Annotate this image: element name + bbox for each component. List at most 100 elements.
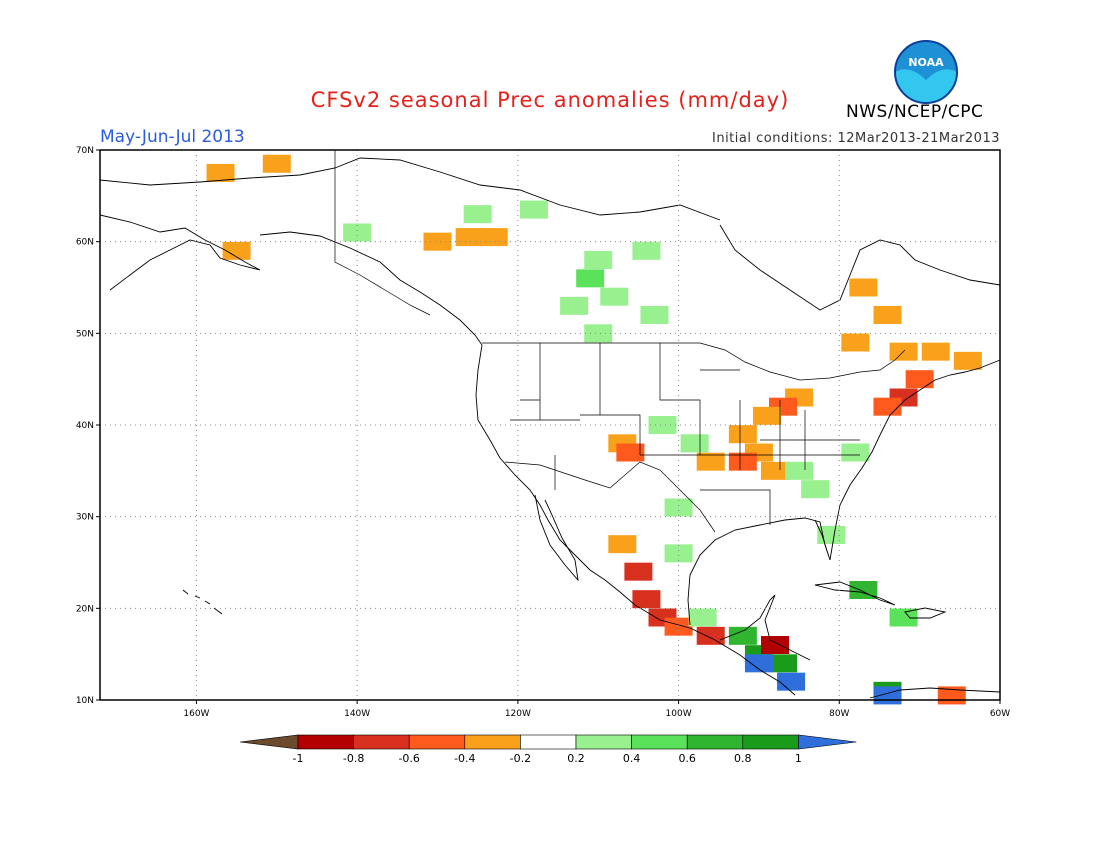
anomaly-cell — [640, 306, 669, 324]
colorbar-label: 1 — [795, 752, 802, 765]
anomaly-cell — [761, 636, 789, 654]
pacific-coast — [475, 344, 796, 696]
anomaly-cell — [664, 617, 693, 636]
lat-lon-grid — [100, 150, 1000, 700]
noaa-logo-text: NOAA — [908, 56, 944, 69]
colorbar-segment — [353, 734, 410, 750]
lat-tick-label: 50N — [76, 329, 94, 339]
map-title: CFSv2 seasonal Prec anomalies (mm/day) — [310, 88, 790, 112]
anomaly-cell — [728, 626, 757, 645]
anomaly-cell — [849, 581, 878, 599]
alaska-gulf-coast — [259, 231, 483, 346]
anomaly-cell — [953, 351, 982, 370]
anomaly-cell — [873, 397, 902, 416]
lon-tick-label: 80W — [829, 709, 849, 719]
anomaly-cell — [576, 269, 605, 288]
south-america-coast — [869, 687, 1001, 699]
hispaniola — [904, 607, 947, 619]
anomaly-cell — [728, 452, 757, 471]
anomaly-cell — [519, 200, 548, 219]
us-mexico-border — [504, 461, 716, 533]
lon-tick-label: 60W — [990, 709, 1010, 719]
coastlines — [99, 157, 1001, 699]
initial-conditions: Initial conditions: 12Mar2013-21Mar2013 — [712, 131, 1000, 146]
alaska-canada-border — [334, 150, 431, 316]
gulf-of-mexico-coast — [687, 517, 831, 626]
anomaly-cell — [206, 163, 235, 182]
anomaly-cell — [777, 672, 806, 691]
colorbar-label: -1 — [293, 752, 304, 765]
anomaly-cell — [222, 241, 251, 260]
anomaly-cell — [608, 535, 637, 554]
lat-tick-label: 20N — [76, 604, 94, 614]
yucatan-coast — [719, 594, 811, 661]
anomaly-cell — [262, 154, 291, 173]
anomaly-cell — [584, 251, 613, 269]
colorbar-segment — [686, 734, 744, 750]
colorbar-segment — [742, 734, 799, 750]
arctic-coastline — [99, 157, 721, 221]
anomaly-cell — [455, 228, 484, 247]
anomaly-cell — [744, 654, 773, 673]
colorbar-arrow-right — [798, 734, 857, 750]
anomaly-cell — [849, 278, 878, 297]
lon-tick-label: 120W — [505, 709, 531, 719]
anomaly-cell — [785, 461, 814, 480]
colorbar-segment — [464, 734, 521, 750]
hawaii — [182, 589, 223, 615]
lat-tick-label: 10N — [76, 696, 94, 706]
anomaly-cell — [648, 416, 677, 434]
colorbar-label: -0.8 — [343, 752, 364, 765]
anomaly-cell — [696, 626, 725, 645]
forecast-period: May-Jun-Jul 2013 — [100, 127, 245, 147]
alaska-west-coast — [99, 214, 261, 291]
colorbar-segment — [575, 734, 632, 750]
anomaly-cell — [801, 480, 830, 499]
canada-us-border — [482, 342, 906, 381]
lat-tick-label: 70N — [76, 146, 94, 156]
colorbar-label: -0.4 — [454, 752, 475, 765]
anomaly-cell — [761, 461, 789, 480]
anomaly-cell — [841, 333, 870, 352]
anomaly-cell — [584, 324, 613, 343]
colorbar-label: -0.6 — [398, 752, 419, 765]
colorbar-label: 0.2 — [567, 752, 585, 765]
anomaly-cell — [873, 686, 902, 705]
anomaly-cell — [423, 232, 452, 251]
atlantic-coast — [829, 359, 1001, 561]
lat-tick-label: 30N — [76, 513, 94, 523]
colorbar: -1 -0.8 -0.6 -0.4 -0.2 0.2 0.4 0.6 0.8 1 — [239, 734, 857, 765]
colorbar-arrow-left — [239, 734, 299, 750]
anomaly-cell — [560, 296, 589, 315]
anomaly-cell — [873, 306, 902, 324]
colorbar-segment — [408, 734, 466, 750]
anomaly-cell — [696, 452, 725, 471]
anomaly-cell — [769, 654, 798, 673]
anomaly-cell — [688, 608, 717, 627]
anomaly-cell — [463, 205, 492, 224]
anomaly-cell — [632, 241, 661, 260]
anomaly-cell — [905, 370, 934, 389]
baja-california — [534, 494, 579, 582]
colorbar-label: 0.4 — [623, 752, 641, 765]
anomaly-cell — [632, 590, 661, 609]
lat-tick-label: 60N — [76, 238, 94, 248]
anomaly-cells — [206, 154, 982, 705]
anomaly-cell — [624, 562, 653, 581]
anomaly-cell — [680, 434, 709, 453]
anomaly-cell — [343, 223, 372, 242]
colorbar-label: 0.8 — [734, 752, 752, 765]
colorbar-label: -0.2 — [510, 752, 531, 765]
anomaly-cell — [664, 544, 693, 563]
axis-ticks: 160W 140W 120W 100W 80W 60W 10N 20N 30N 40N 50N 60N… — [76, 146, 1010, 719]
colorbar-segment — [520, 734, 577, 750]
lon-tick-label: 160W — [183, 709, 209, 719]
state-lines — [510, 343, 860, 525]
noaa-logo-icon: NOAA — [894, 40, 958, 104]
political-borders — [334, 150, 906, 533]
agency-label: NWS/NCEP/CPC — [846, 102, 984, 122]
colorbar-segment — [631, 734, 688, 750]
lat-tick-label: 40N — [76, 421, 94, 431]
anomaly-cell — [616, 443, 645, 462]
